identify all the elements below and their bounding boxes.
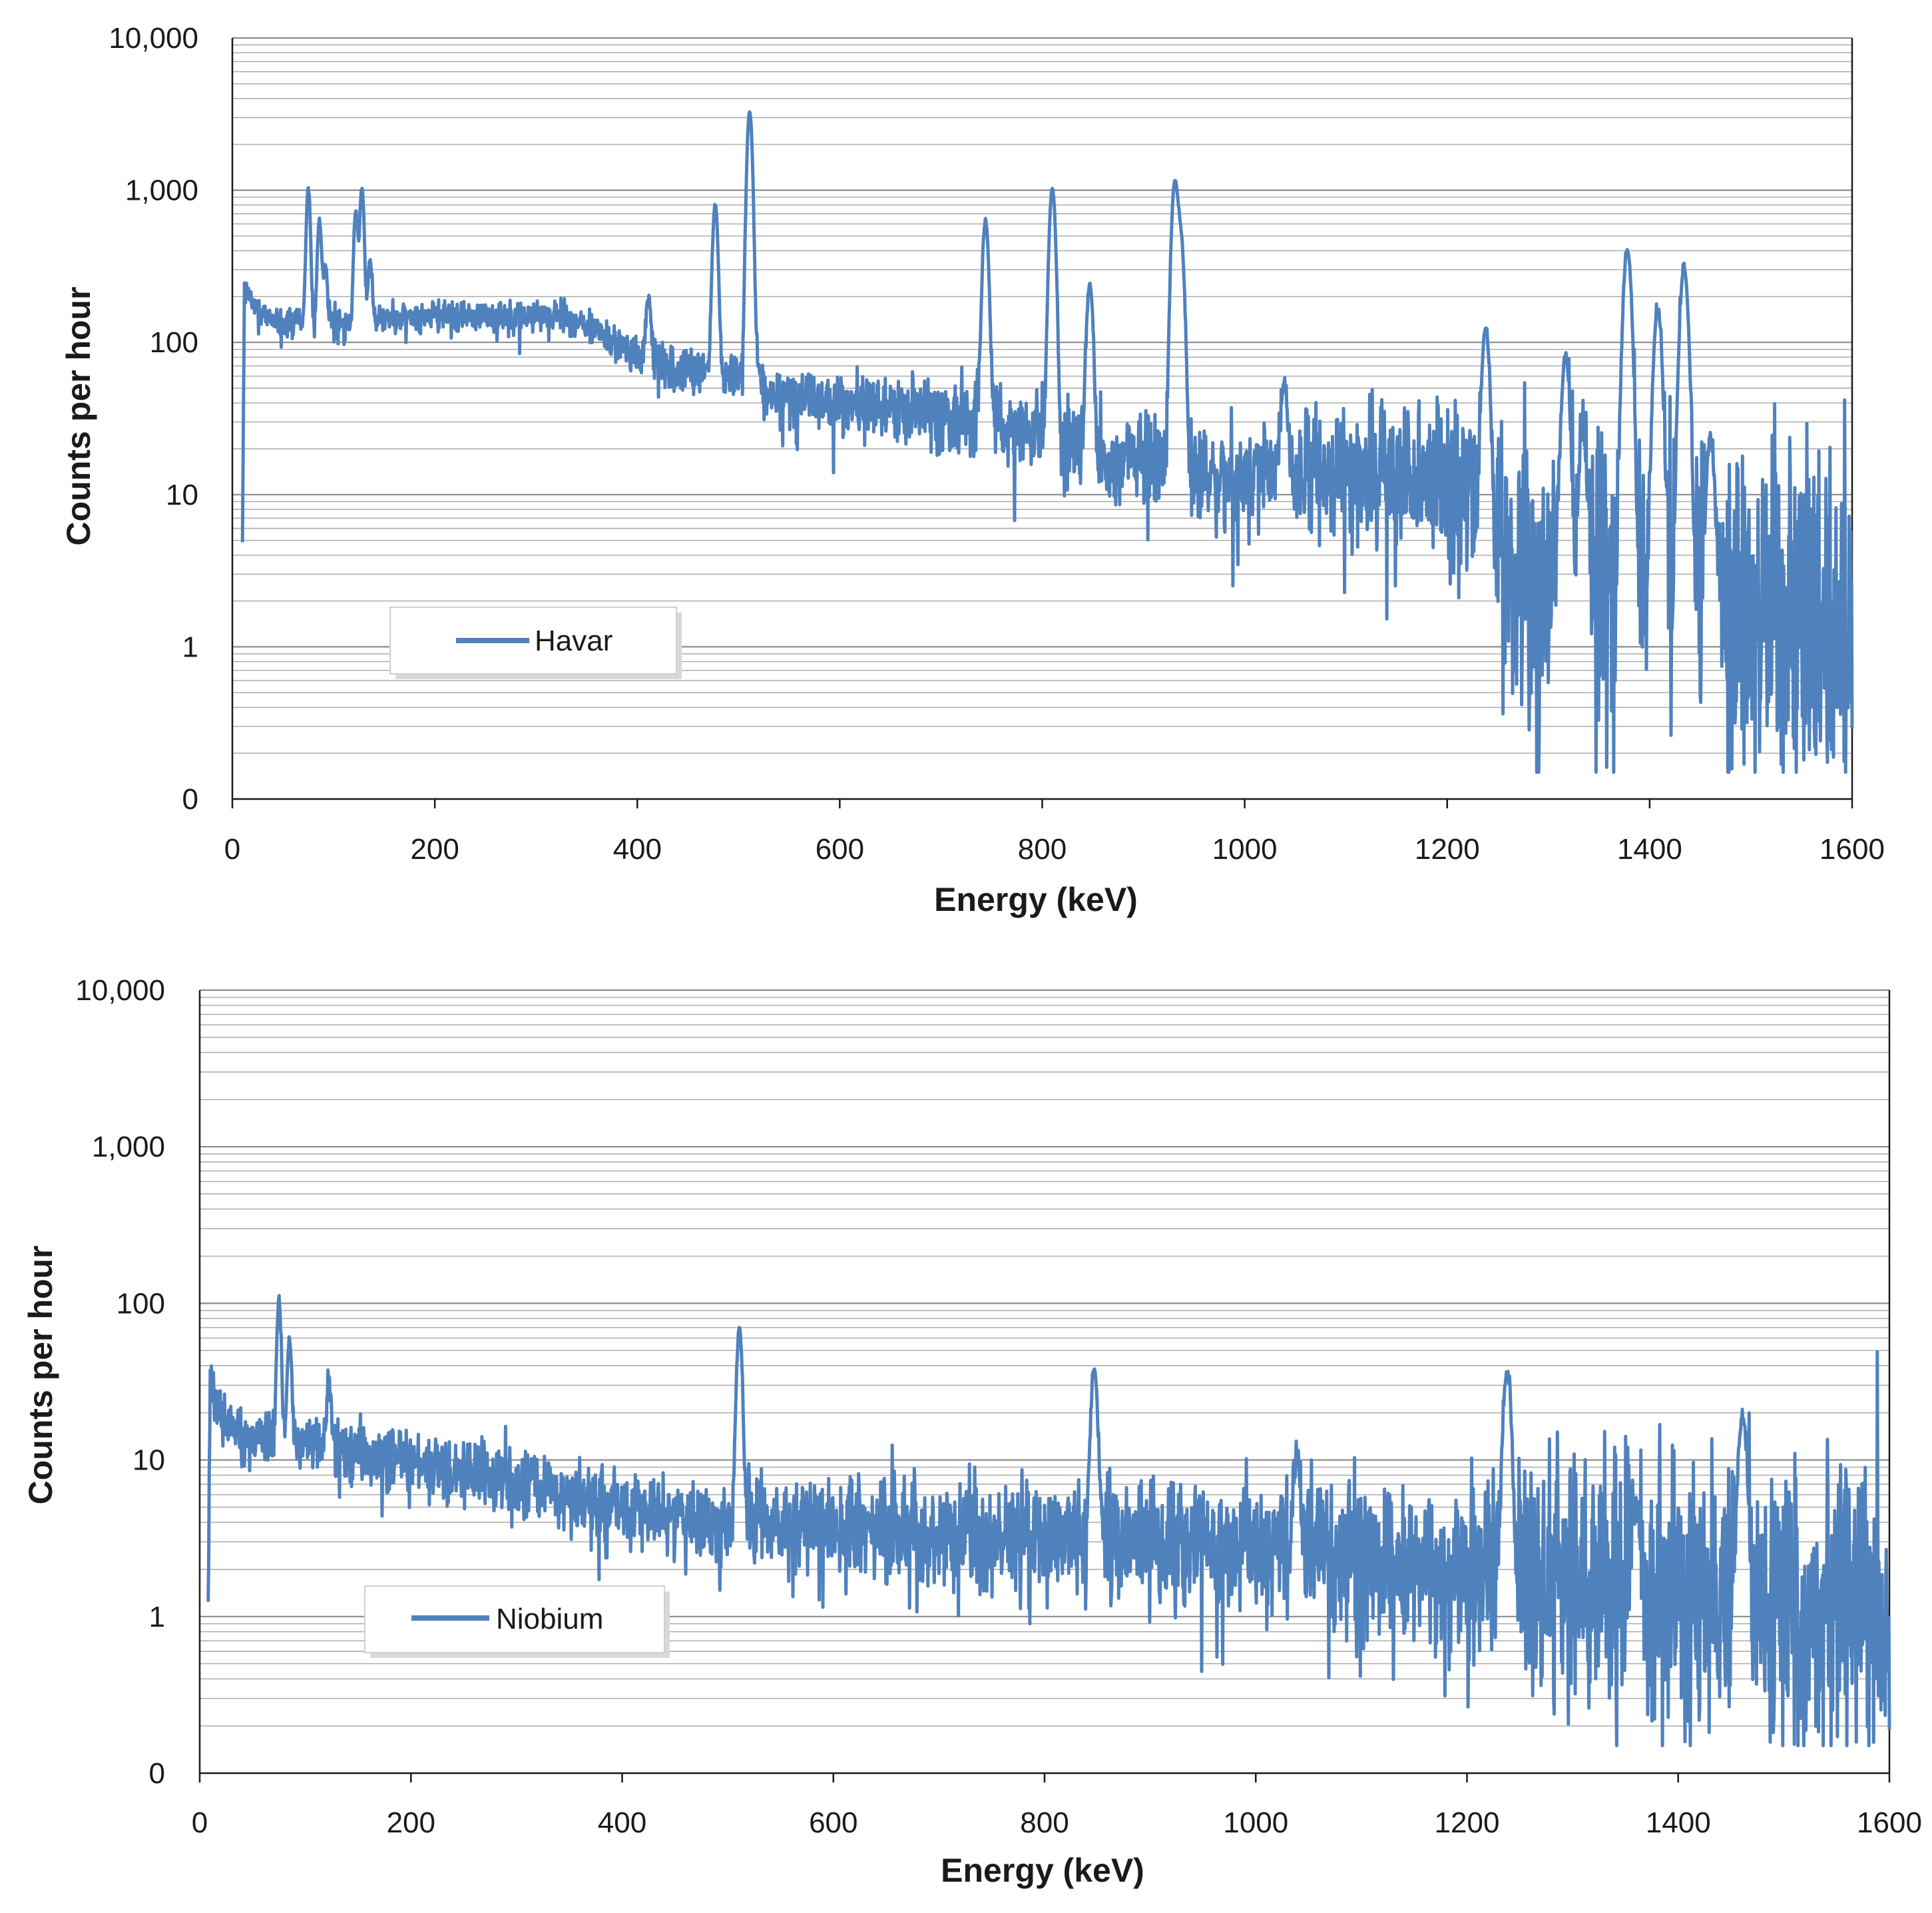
y-tick-label: 0 (149, 1757, 165, 1790)
x-tick-label: 600 (809, 1806, 857, 1839)
y-tick-label: 1,000 (92, 1131, 165, 1163)
series-line-niobium (206, 1294, 1891, 1748)
x-tick-label: 1000 (1212, 833, 1278, 866)
havar-y-axis-title: Counts per hour (60, 287, 97, 546)
y-tick-label: 1 (182, 631, 198, 663)
niobium-legend: Niobium (364, 1585, 670, 1658)
x-tick-label: 400 (613, 833, 662, 866)
x-tick-label: 200 (387, 1806, 435, 1839)
y-tick-label: 10 (166, 479, 198, 511)
havar-spectrum-chart: 0 1 10 100 1,000 10,000 0 200 400 600 800 1000 1200… (60, 22, 1885, 918)
x-tick-label: 1200 (1415, 833, 1480, 866)
x-tick-label: 1000 (1223, 1806, 1288, 1839)
y-tick-label: 1 (149, 1601, 165, 1633)
x-tick-label: 1600 (1857, 1806, 1922, 1839)
x-tick-label: 400 (598, 1806, 646, 1839)
niobium-series (206, 1294, 1891, 1748)
havar-legend-label: Havar (535, 625, 612, 657)
series-line-havar (240, 110, 1854, 774)
y-tick-label: 1,000 (125, 174, 198, 207)
niobium-legend-label: Niobium (496, 1603, 603, 1635)
x-tick-label: 1400 (1646, 1806, 1711, 1839)
havar-gridlines (232, 37, 1852, 800)
x-tick-label: 800 (1020, 1806, 1069, 1839)
y-tick-label: 0 (182, 783, 198, 816)
x-tick-label: 1200 (1435, 1806, 1500, 1839)
y-tick-label: 10,000 (75, 974, 165, 1007)
havar-legend: Havar (389, 607, 682, 679)
niobium-spectrum-chart: 0 1 10 100 1,000 10,000 0 200 400 600 800 1000 1200… (22, 974, 1922, 1889)
havar-y-tick-labels: 0 1 10 100 1,000 10,000 (109, 22, 198, 816)
niobium-x-tick-labels: 0 200 400 600 800 1000 1200 1400 1600 (192, 1806, 1922, 1839)
havar-series (240, 110, 1854, 774)
x-tick-label: 800 (1018, 833, 1067, 866)
y-tick-label: 10 (132, 1444, 165, 1477)
y-tick-label: 100 (117, 1287, 165, 1320)
x-tick-label: 1400 (1617, 833, 1682, 866)
x-tick-label: 1600 (1819, 833, 1885, 866)
niobium-x-axis-title: Energy (keV) (941, 1852, 1144, 1889)
havar-x-axis-title: Energy (keV) (934, 881, 1138, 918)
y-tick-label: 10,000 (109, 22, 198, 55)
niobium-y-tick-labels: 0 1 10 100 1,000 10,000 (75, 974, 165, 1790)
x-tick-label: 0 (192, 1806, 208, 1839)
x-tick-label: 600 (816, 833, 864, 866)
niobium-y-axis-title: Counts per hour (22, 1246, 59, 1505)
havar-x-tick-labels: 0 200 400 600 800 1000 1200 1400 1600 (224, 833, 1885, 866)
havar-legend-box (389, 607, 677, 675)
x-tick-label: 200 (410, 833, 459, 866)
y-tick-label: 100 (150, 326, 198, 359)
x-tick-label: 0 (224, 833, 240, 866)
